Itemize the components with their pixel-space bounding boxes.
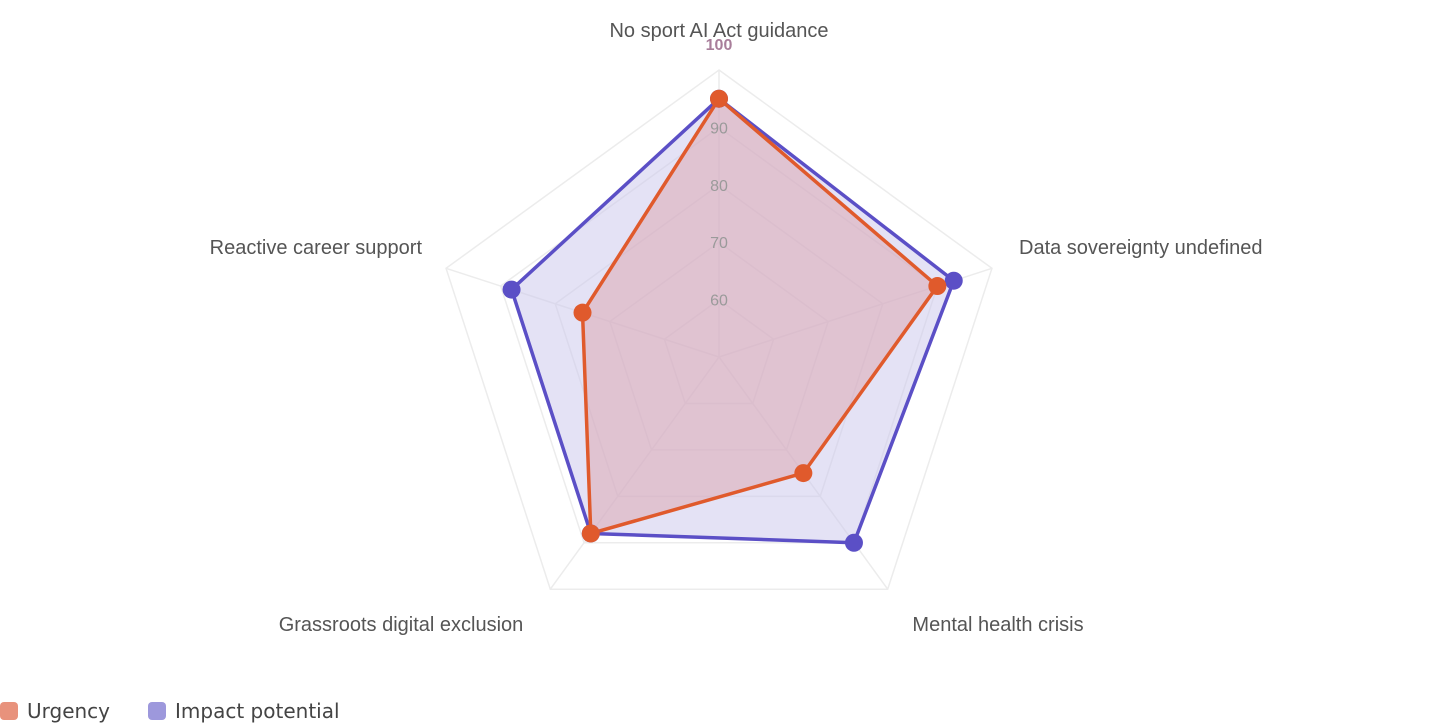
axis-label: Reactive career support — [210, 237, 423, 259]
tick-label: 100 — [706, 37, 733, 54]
data-point-impact-potential[interactable] — [944, 271, 963, 290]
legend-label-impact: Impact potential — [175, 699, 340, 723]
grid-ring — [445, 69, 993, 590]
data-point-urgency[interactable] — [573, 303, 592, 322]
data-point-impact-potential[interactable] — [844, 533, 863, 552]
data-point-urgency[interactable] — [710, 89, 728, 108]
tick-label: 90 — [710, 120, 728, 137]
legend-label-urgency: Urgency — [27, 699, 111, 723]
radar-series — [502, 89, 963, 552]
legend-swatch-impact — [148, 702, 167, 720]
tick-label: 80 — [710, 178, 728, 195]
chart-legend: Urgency Impact potential — [0, 698, 378, 724]
legend-swatch-urgency — [0, 702, 18, 720]
radial-ticks: 60 70 80 90 100 — [706, 37, 733, 310]
data-point-urgency[interactable] — [794, 464, 813, 483]
series-area-urgency — [580, 96, 940, 536]
axis-label: Mental health crisis — [912, 614, 1083, 636]
axis-label: No sport AI Act guidance — [609, 20, 828, 42]
data-point-impact-potential[interactable] — [502, 280, 521, 299]
legend-item-urgency[interactable]: Urgency — [0, 699, 110, 723]
axis-labels: No sport AI Act guidance Data sovereignty… — [210, 20, 1263, 636]
axis-label: Data sovereignty undefined — [1019, 237, 1263, 259]
axis-label: Grassroots digital exclusion — [279, 614, 524, 636]
data-point-urgency[interactable] — [928, 277, 947, 296]
data-point-urgency[interactable] — [581, 524, 600, 543]
tick-label: 70 — [710, 235, 728, 252]
tick-label: 60 — [710, 293, 728, 310]
legend-item-impact[interactable]: Impact potential — [148, 699, 340, 723]
